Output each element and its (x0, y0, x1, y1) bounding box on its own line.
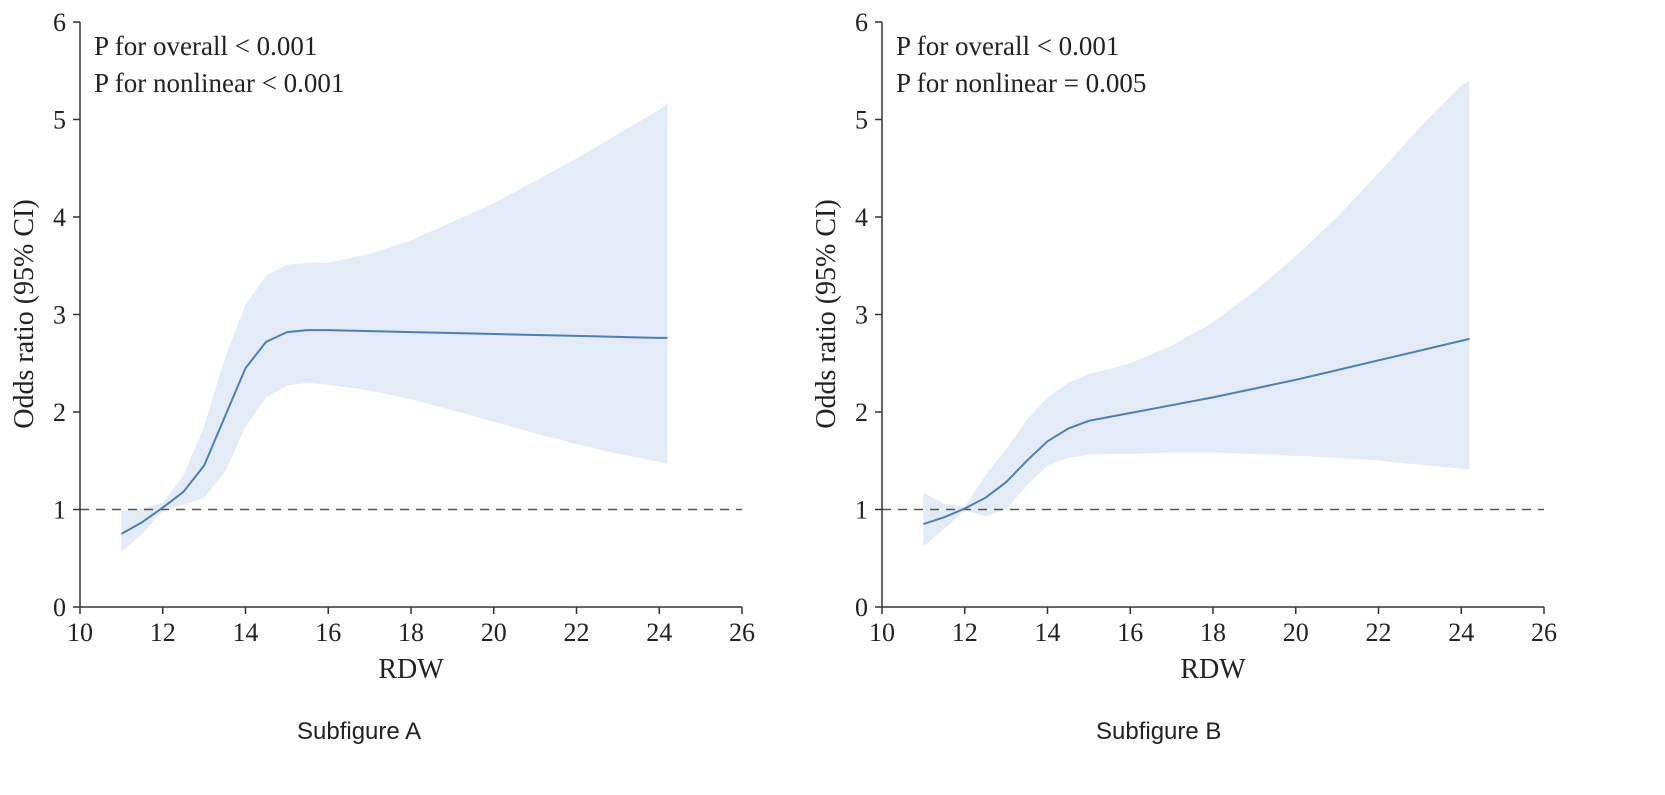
y-tick-label: 1 (53, 496, 66, 525)
y-axis-label: Odds ratio (95% CI) (811, 199, 842, 428)
x-tick-label: 16 (315, 618, 341, 647)
odds-ratio-line (120, 329, 668, 535)
x-tick-label: 18 (1200, 618, 1226, 647)
y-tick-label: 4 (855, 203, 868, 232)
x-tick-label: 26 (729, 618, 755, 647)
y-tick-label: 5 (855, 106, 868, 135)
x-tick-label: 12 (952, 618, 978, 647)
odds-ratio-line (923, 337, 1470, 526)
x-tick-label: 12 (150, 618, 176, 647)
y-tick-label: 3 (53, 301, 66, 330)
y-tick-label: 5 (53, 106, 66, 135)
y-tick-label: 6 (855, 8, 868, 37)
y-tick-label: 6 (53, 8, 66, 37)
x-tick-label: 22 (1366, 618, 1392, 647)
p-value-annotation: P for nonlinear < 0.001 (94, 68, 344, 98)
x-tick-label: 14 (233, 618, 259, 647)
confidence-band (121, 102, 668, 553)
x-tick-label: 18 (398, 618, 424, 647)
subfigure-caption: Subfigure A (297, 718, 421, 745)
subfigure-caption: Subfigure B (1096, 718, 1221, 745)
y-tick-label: 0 (855, 593, 868, 622)
p-value-annotation: P for nonlinear = 0.005 (896, 68, 1146, 98)
x-tick-label: 10 (67, 618, 93, 647)
y-tick-label: 3 (855, 301, 868, 330)
x-tick-label: 14 (1035, 618, 1061, 647)
x-tick-label: 24 (646, 618, 672, 647)
x-tick-label: 24 (1448, 618, 1474, 647)
y-tick-label: 1 (855, 496, 868, 525)
x-tick-label: 16 (1117, 618, 1143, 647)
x-axis-label: RDW (1180, 654, 1246, 685)
x-axis-label: RDW (378, 654, 444, 685)
y-tick-label: 4 (53, 203, 66, 232)
confidence-band (923, 80, 1470, 547)
p-value-annotation: P for overall < 0.001 (896, 31, 1119, 61)
x-tick-label: 10 (869, 618, 895, 647)
x-tick-label: 26 (1531, 618, 1557, 647)
x-tick-label: 20 (1283, 618, 1309, 647)
x-tick-label: 20 (481, 618, 507, 647)
y-axis-label: Odds ratio (95% CI) (9, 199, 40, 428)
y-tick-label: 2 (855, 398, 868, 427)
y-tick-label: 0 (53, 593, 66, 622)
y-tick-label: 2 (53, 398, 66, 427)
x-tick-label: 22 (564, 618, 590, 647)
p-value-annotation: P for overall < 0.001 (94, 31, 317, 61)
